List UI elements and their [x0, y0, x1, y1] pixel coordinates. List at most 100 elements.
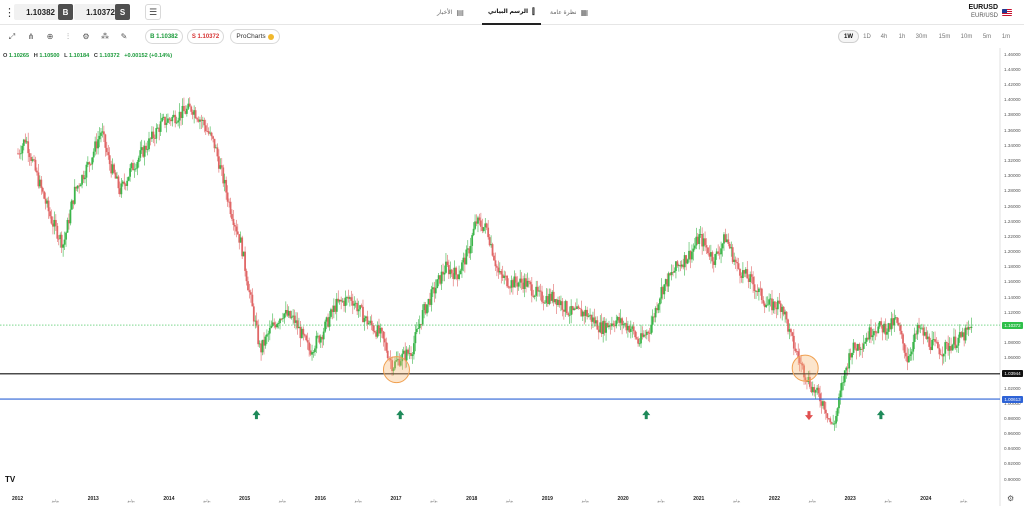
timeframe-1m[interactable]: 1m: [1001, 33, 1011, 40]
sell-pill-button[interactable]: S 1.10372: [187, 29, 224, 44]
tab-chart[interactable]: الرسم البياني ⫿: [482, 0, 541, 25]
candle-body: [571, 306, 574, 311]
candle-body: [709, 252, 712, 257]
timeframe-1h[interactable]: 1h: [898, 33, 906, 40]
candle-body: [541, 291, 543, 302]
candle-body: [954, 336, 957, 348]
candle-body: [344, 297, 347, 306]
timeframe-15m[interactable]: 15m: [938, 33, 951, 40]
candle-body: [402, 350, 405, 354]
candle-body: [84, 177, 86, 180]
candle-body: [394, 361, 396, 369]
candle-body: [701, 234, 704, 247]
candle-body: [183, 105, 185, 112]
candle-body: [302, 328, 305, 335]
candle-body: [576, 306, 578, 310]
x-month-label: يوليو: [733, 499, 741, 503]
candle-body: [887, 323, 890, 332]
candle-body: [443, 272, 446, 275]
candle-body: [884, 323, 887, 335]
candle-body: [252, 306, 255, 322]
candle-body: [375, 332, 377, 337]
candle-body: [597, 329, 600, 333]
candle-body: [324, 321, 327, 332]
compare-icon[interactable]: ⁂: [101, 32, 109, 41]
candle-body: [957, 337, 960, 346]
candle-body: [255, 320, 258, 326]
candle-body: [699, 234, 702, 235]
candle-body: [731, 247, 734, 262]
candle-body: [603, 320, 606, 333]
candle-body: [363, 318, 366, 323]
timeframe-1w[interactable]: 1W: [838, 30, 859, 43]
candle-body: [314, 348, 316, 352]
candle-body: [781, 306, 784, 312]
price-chart[interactable]: [0, 48, 1024, 506]
candle-body: [715, 251, 718, 255]
buy-button[interactable]: B: [58, 4, 73, 20]
candle-body: [421, 310, 424, 325]
timeframe-10m[interactable]: 10m: [960, 33, 973, 40]
candle-body: [78, 185, 81, 187]
y-tick-label: 1.16000: [1004, 279, 1021, 285]
timeframe-1d[interactable]: 1D: [863, 33, 871, 40]
candle-body: [883, 323, 885, 333]
symbol-info[interactable]: EURUSD EUR/USD: [968, 4, 1012, 20]
candle-body: [661, 287, 664, 295]
tab-overview[interactable]: نظرة عامة ▦: [550, 0, 588, 25]
chart-settings-icon[interactable]: ⚙: [1007, 494, 1015, 503]
candle-body: [592, 317, 594, 322]
candle-body: [859, 348, 862, 350]
candle-body: [504, 275, 507, 277]
expand-icon[interactable]: ⤢: [8, 32, 16, 41]
candle-body: [149, 138, 152, 140]
timeframe-30m[interactable]: 30m: [915, 33, 928, 40]
candle-body: [152, 131, 155, 139]
procharts-button[interactable]: ProCharts: [230, 29, 280, 44]
timeframe-5m[interactable]: 5m: [982, 33, 992, 40]
candle-body: [401, 353, 404, 362]
candle-body: [833, 423, 836, 425]
sell-button[interactable]: S: [115, 4, 130, 20]
candle-body: [210, 132, 213, 137]
candle-body: [574, 308, 577, 310]
candle-body: [37, 172, 40, 187]
sell-price-field[interactable]: 1.10382: [14, 4, 60, 20]
add-icon[interactable]: ⊕: [46, 32, 54, 41]
candle-body: [766, 304, 769, 306]
candle-body: [158, 127, 161, 132]
x-month-label: يوليو: [506, 499, 514, 503]
candle-body: [779, 303, 782, 312]
share-icon[interactable]: ⋔: [27, 32, 35, 41]
candle-body: [290, 316, 293, 318]
candle-body: [953, 336, 955, 345]
candle-body: [34, 159, 37, 171]
candle-body: [181, 105, 184, 118]
candle-body: [27, 141, 30, 154]
indicators-icon[interactable]: ⫶: [67, 32, 69, 41]
candle-body: [688, 250, 690, 260]
candle-body: [848, 353, 851, 369]
y-tick-label: 1.22000: [1004, 233, 1021, 239]
candle-body: [389, 358, 392, 361]
tab-news[interactable]: الأخبار ▤: [437, 0, 464, 25]
buy-pill-button[interactable]: B 1.10382: [145, 29, 183, 44]
candle-body: [350, 297, 353, 301]
buy-price-field[interactable]: 1.10372: [74, 4, 120, 20]
candle-body: [660, 287, 663, 299]
candle-body: [546, 296, 549, 305]
candle-body: [931, 339, 934, 350]
candle-body: [647, 331, 650, 334]
more-menu-icon[interactable]: ⋮: [4, 7, 15, 19]
candle-body: [469, 245, 472, 254]
candle-body: [242, 251, 245, 257]
candle-body: [762, 300, 765, 304]
x-month-label: يوليو: [203, 499, 211, 503]
order-list-icon[interactable]: ☰: [145, 4, 161, 20]
pencil-icon[interactable]: ✎: [120, 32, 128, 41]
candle-body: [628, 325, 631, 332]
y-tick-label: 1.32000: [1004, 158, 1021, 163]
x-year-label: 2024: [920, 496, 932, 502]
settings-gear-icon[interactable]: ⚙: [82, 32, 90, 41]
timeframe-4h[interactable]: 4h: [880, 33, 888, 40]
